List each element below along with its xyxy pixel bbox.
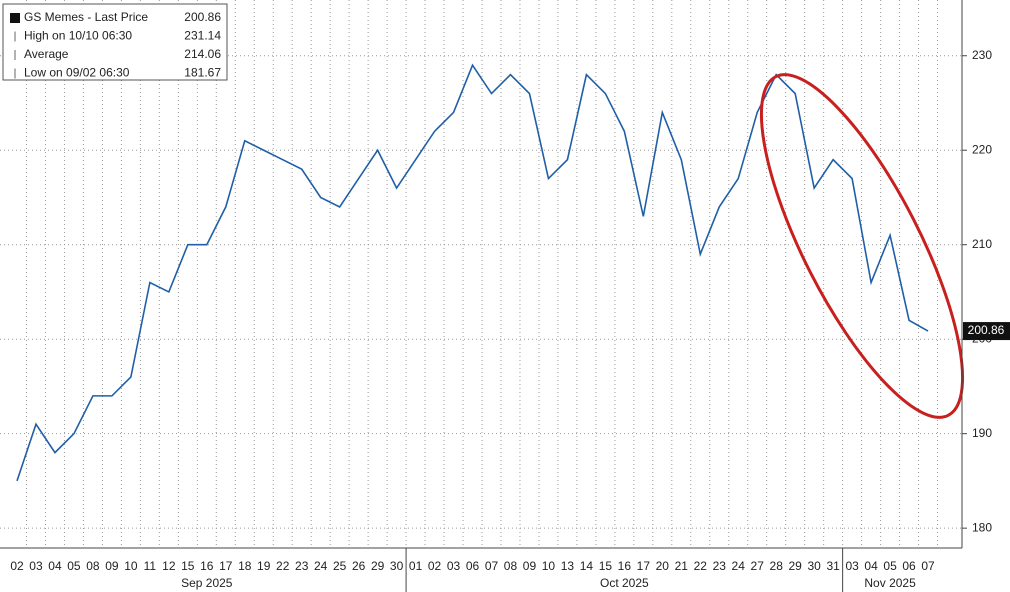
x-tick-label: 22: [276, 559, 290, 573]
legend-label: Low on 09/02 06:30: [24, 66, 130, 80]
x-tick-label: 23: [295, 559, 309, 573]
legend-label: Average: [24, 47, 69, 61]
plot: [16, 63, 929, 482]
x-tick-label: 17: [219, 559, 233, 573]
x-tick-label: 09: [105, 559, 119, 573]
legend-box: [2, 3, 228, 81]
y-tick-label: 180: [972, 520, 992, 534]
x-tick-label: 24: [732, 559, 746, 573]
x-tick-label: 10: [542, 559, 556, 573]
legend-label: High on 10/10 06:30: [24, 29, 132, 43]
x-tick-label: 11: [144, 559, 157, 573]
x-tick-label: 31: [826, 559, 840, 573]
x-tick-label: 30: [390, 559, 404, 573]
y-tick-label: 210: [972, 237, 992, 251]
highlight-ellipse: [759, 73, 965, 419]
legend-value: 181.67: [184, 66, 221, 80]
x-tick-label: 01: [409, 559, 423, 573]
y-tick-label: 220: [972, 142, 992, 156]
x-tick-label: 26: [352, 559, 366, 573]
grid: [0, 0, 962, 548]
legend-label: GS Memes - Last Price: [24, 10, 148, 24]
x-tick-label: 13: [561, 559, 575, 573]
price-line: [16, 63, 929, 482]
x-tick-label: 05: [883, 559, 897, 573]
last-price-box: [963, 322, 1010, 341]
x-tick-label: 15: [599, 559, 613, 573]
x-tick-label: 20: [656, 559, 670, 573]
legend-value: 231.14: [184, 29, 221, 43]
x-tick-label: 02: [10, 559, 24, 573]
axes: 180 190 20 02 10 220 230 02 03 04 05 08 09 10 11 12 15 16…: [10, 48, 1010, 592]
x-tick-label: 03: [447, 559, 461, 573]
x-tick-label: 16: [618, 559, 632, 573]
x-tick-label: 10: [124, 559, 138, 573]
last-price-label: 200.86: [968, 323, 1005, 337]
legend-value: 200.86: [184, 10, 221, 24]
x-tick-label: 16: [200, 559, 214, 573]
x-tick-label: 06: [466, 559, 480, 573]
y-tick-label: 230: [972, 48, 992, 62]
x-tick-label: 02: [428, 559, 442, 573]
x-tick-label: 29: [789, 559, 803, 573]
legend: GS Memes - Last Price 200.86 High on 10/10…: [2, 3, 228, 81]
month-label: Sep 2025: [181, 576, 233, 590]
x-tick-label: 07: [921, 559, 935, 573]
x-tick-label: 06: [902, 559, 916, 573]
x-tick-label: 15: [181, 559, 195, 573]
x-tick-label: 18: [238, 559, 252, 573]
x-tick-label: 27: [751, 559, 765, 573]
x-tick-label: 04: [864, 559, 878, 573]
x-tick-label: 04: [48, 559, 62, 573]
x-tick-label: 24: [314, 559, 328, 573]
y-tick-label: 190: [972, 426, 992, 440]
x-tick-label: 25: [333, 559, 347, 573]
month-label: Oct 2025: [600, 576, 649, 590]
x-tick-label: 07: [485, 559, 499, 573]
x-tick-label: 28: [770, 559, 784, 573]
x-tick-label: 08: [504, 559, 518, 573]
month-label: Nov 2025: [864, 576, 916, 590]
legend-swatch: [10, 13, 20, 23]
legend-value: 214.06: [184, 47, 221, 61]
x-tick-label: 14: [580, 559, 594, 573]
x-tick-label: 08: [86, 559, 100, 573]
x-tick-label: 17: [637, 559, 651, 573]
x-tick-label: 03: [845, 559, 859, 573]
x-tick-label: 21: [675, 559, 689, 573]
x-tick-label: 19: [257, 559, 271, 573]
x-tick-label: 09: [523, 559, 537, 573]
x-tick-label: 03: [29, 559, 43, 573]
x-tick-label: 23: [713, 559, 727, 573]
x-tick-label: 12: [162, 559, 176, 573]
x-tick-label: 30: [807, 559, 821, 573]
x-tick-label: 29: [371, 559, 385, 573]
x-tick-label: 05: [67, 559, 81, 573]
x-tick-label: 22: [694, 559, 708, 573]
